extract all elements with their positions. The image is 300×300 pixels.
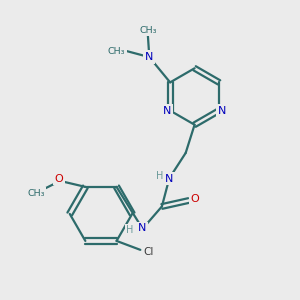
Text: CH₃: CH₃ xyxy=(28,189,45,198)
Text: N: N xyxy=(163,106,171,116)
Text: N: N xyxy=(218,106,226,116)
Text: N: N xyxy=(145,52,154,62)
Text: O: O xyxy=(54,174,63,184)
Text: O: O xyxy=(191,194,200,204)
Text: H: H xyxy=(156,171,164,181)
Text: CH₃: CH₃ xyxy=(108,47,125,56)
Text: CH₃: CH₃ xyxy=(139,26,157,35)
Text: H: H xyxy=(126,225,134,235)
Text: Cl: Cl xyxy=(143,247,154,257)
Text: N: N xyxy=(165,174,173,184)
Text: N: N xyxy=(138,223,146,233)
